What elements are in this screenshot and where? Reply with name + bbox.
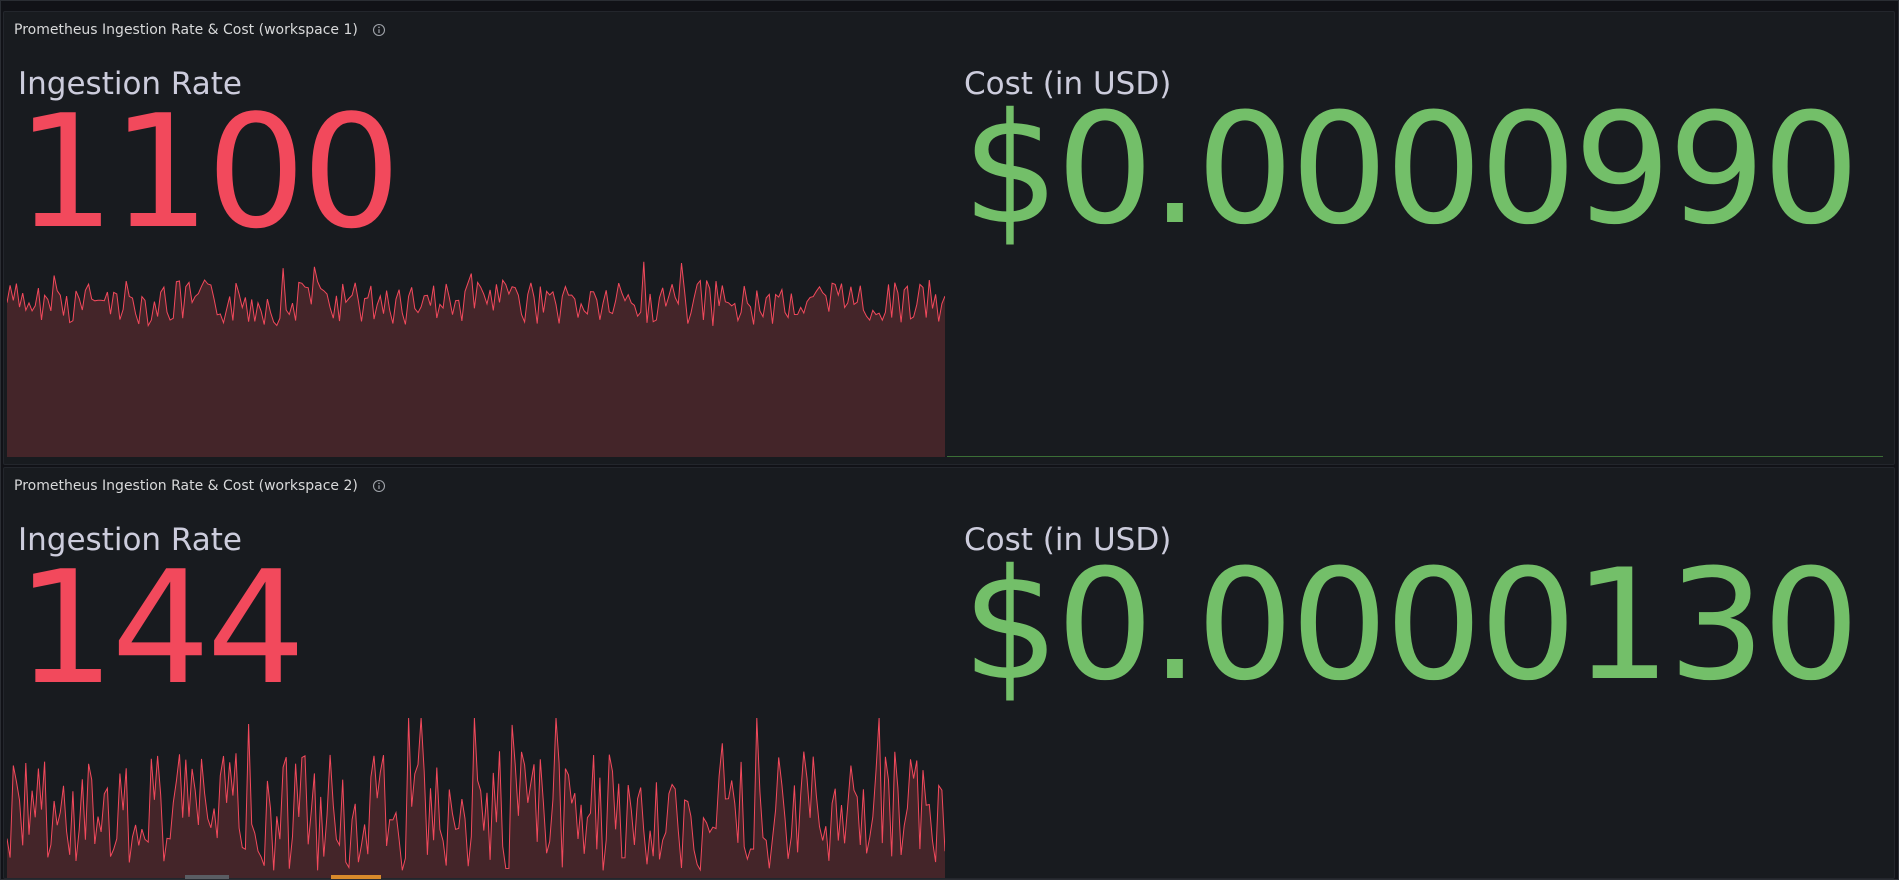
- ingestion-rate-value: 1100: [16, 81, 401, 263]
- ingestion-rate-label: Ingestion Rate: [18, 522, 243, 558]
- sparkline-area: [7, 718, 945, 878]
- ingestion-rate-sparkline: [7, 717, 945, 878]
- sparkline-line: [7, 717, 945, 872]
- ingestion-rate-sparkline: [7, 261, 945, 457]
- cost-label: Cost (in USD): [964, 522, 1172, 558]
- panel-header: Prometheus Ingestion Rate & Cost (worksp…: [14, 20, 386, 40]
- cost-baseline: [947, 456, 1883, 457]
- sparkline-line: [7, 261, 945, 328]
- ingestion-rate-stat: Ingestion Rate 1100: [4, 52, 950, 464]
- cost-value: $0.0000130: [962, 537, 1860, 715]
- panel-title[interactable]: Prometheus Ingestion Rate & Cost (worksp…: [14, 478, 358, 494]
- cost-stat: Cost (in USD) $0.0000130: [950, 508, 1894, 878]
- ingestion-rate-stat: Ingestion Rate 144: [4, 508, 950, 878]
- info-circle-icon[interactable]: [372, 479, 386, 493]
- ingestion-rate-label: Ingestion Rate: [18, 66, 243, 102]
- sparkline-area: [7, 261, 945, 457]
- panel-title[interactable]: Prometheus Ingestion Rate & Cost (worksp…: [14, 22, 358, 38]
- panel-workspace-2[interactable]: Prometheus Ingestion Rate & Cost (worksp…: [3, 467, 1895, 879]
- info-circle-icon[interactable]: [372, 23, 386, 37]
- cost-stat: Cost (in USD) $0.0000990: [950, 52, 1894, 464]
- scroll-tab[interactable]: [331, 875, 381, 879]
- scroll-tab[interactable]: [185, 875, 229, 879]
- cost-value: $0.0000990: [962, 81, 1860, 259]
- ingestion-rate-value: 144: [16, 537, 306, 719]
- cost-label: Cost (in USD): [964, 66, 1172, 102]
- panel-header: Prometheus Ingestion Rate & Cost (worksp…: [14, 476, 386, 496]
